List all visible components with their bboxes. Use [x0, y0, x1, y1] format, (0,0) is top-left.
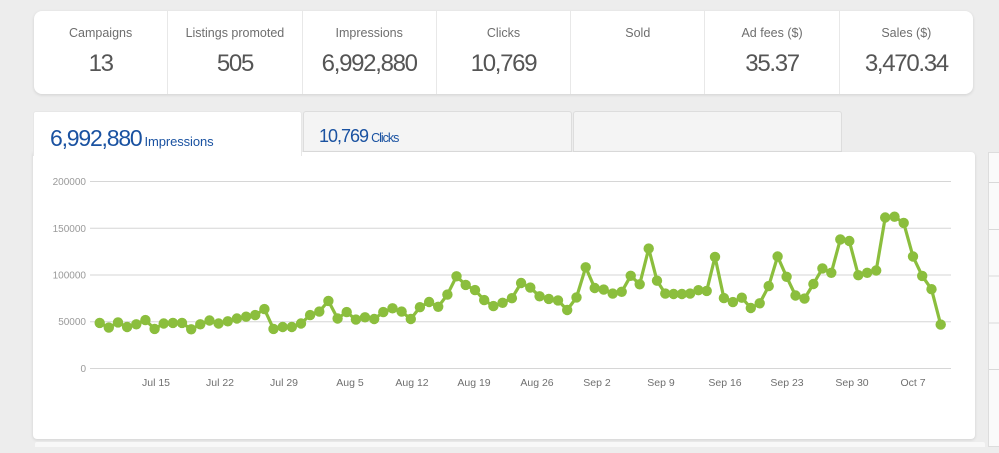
svg-text:Sep 16: Sep 16: [708, 377, 741, 389]
svg-text:0: 0: [80, 364, 86, 375]
svg-text:Aug 5: Aug 5: [336, 377, 364, 389]
svg-text:200000: 200000: [53, 177, 87, 188]
svg-text:Aug 19: Aug 19: [457, 377, 490, 389]
svg-text:Sep 30: Sep 30: [835, 377, 868, 389]
svg-text:Jul 29: Jul 29: [270, 377, 298, 389]
svg-text:Sep 9: Sep 9: [647, 377, 675, 389]
svg-text:Sep 2: Sep 2: [583, 377, 611, 389]
svg-text:150000: 150000: [53, 224, 87, 235]
svg-text:100000: 100000: [53, 271, 87, 282]
svg-text:Aug 12: Aug 12: [395, 377, 428, 389]
svg-text:50000: 50000: [58, 317, 86, 328]
svg-text:Aug 26: Aug 26: [520, 377, 553, 389]
svg-text:Oct 7: Oct 7: [900, 377, 925, 389]
svg-text:Sep 23: Sep 23: [770, 377, 803, 389]
svg-text:Jul 22: Jul 22: [206, 377, 234, 389]
svg-text:Jul 15: Jul 15: [142, 377, 170, 389]
